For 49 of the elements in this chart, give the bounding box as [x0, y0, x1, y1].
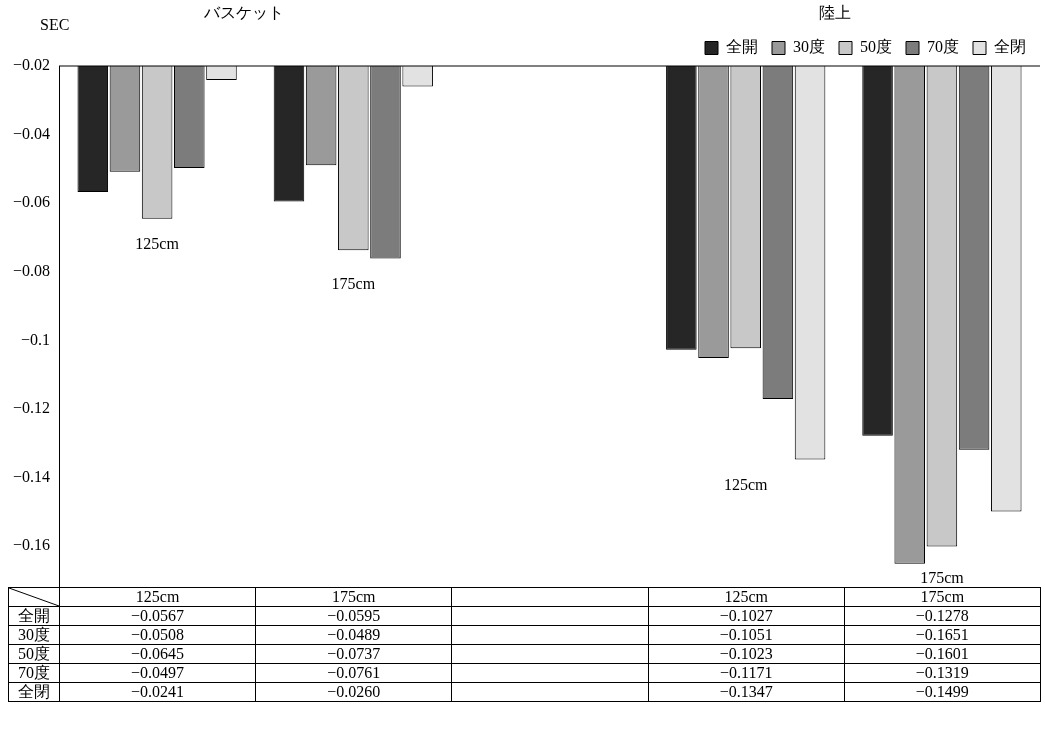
- data-label: −0.1278: [844, 606, 1041, 626]
- y-tick-label: −0.1: [20, 330, 51, 348]
- data-label: −0.0595: [255, 606, 452, 626]
- data-label: −0.0241: [59, 682, 256, 702]
- y-tick-label: −0.14: [12, 467, 51, 485]
- data-label: −0.0508: [59, 625, 256, 645]
- data-label: −0.1051: [648, 625, 845, 645]
- x-tick-label: 175cm: [844, 587, 1041, 607]
- data-label: −0.1023: [648, 644, 845, 664]
- x-tick-label: 125cm: [59, 587, 256, 607]
- data-label: −0.0497: [59, 663, 256, 683]
- annotation: 125cm: [723, 475, 769, 493]
- data-label: −0.1171: [648, 663, 845, 683]
- data-label: −0.1319: [844, 663, 1041, 683]
- x-tick-label: 125cm: [648, 587, 845, 607]
- text: 全閉: [18, 683, 50, 701]
- data-label: −0.0645: [59, 644, 256, 664]
- legend-label: 全閉: [994, 38, 1026, 56]
- legend-label: 70度: [927, 38, 959, 56]
- y-tick-label: −0.16: [12, 536, 51, 554]
- legend-label: 30度: [793, 38, 825, 56]
- data-label: −0.0489: [255, 625, 452, 645]
- data-label: −0.1651: [844, 625, 1041, 645]
- data-label: −0.0260: [255, 682, 452, 702]
- legend-label: 全開: [726, 38, 758, 56]
- annotation: 125cm: [135, 234, 180, 252]
- text: 50度: [18, 645, 50, 663]
- data-label: −0.1601: [844, 644, 1041, 664]
- text: 全開: [18, 607, 50, 625]
- text: 70度: [18, 664, 50, 682]
- data-label: −0.1499: [844, 682, 1041, 702]
- y-tick-label: −0.12: [12, 399, 51, 417]
- data-label: −0.0567: [59, 606, 256, 626]
- annotation: 175cm: [331, 274, 376, 292]
- data-label: −0.0737: [255, 644, 452, 664]
- y-tick-label: −0.06: [12, 193, 51, 211]
- annotation: 175cm: [920, 568, 965, 586]
- data-label: −0.1347: [648, 682, 845, 702]
- data-label: −0.0761: [255, 663, 452, 683]
- legend-label: 50度: [860, 38, 892, 56]
- data-label: −0.1027: [648, 606, 845, 626]
- text: 30度: [18, 626, 50, 644]
- y-tick-label: −0.08: [12, 262, 51, 280]
- text: バスケット: [203, 4, 285, 22]
- y-tick-label: −0.02: [12, 56, 51, 74]
- text: 陸上: [818, 4, 851, 22]
- y-tick-label: −0.04: [12, 124, 51, 142]
- y-axis-title: SEC: [40, 16, 70, 34]
- x-tick-label: 175cm: [255, 587, 452, 607]
